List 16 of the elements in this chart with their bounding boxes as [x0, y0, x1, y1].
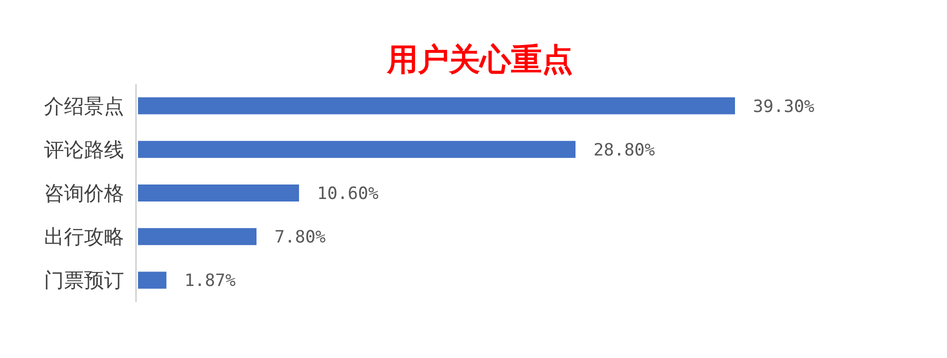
y-tick-label: 咨询价格: [44, 181, 124, 205]
y-tick-label: 介绍景点: [44, 94, 124, 118]
bar: [138, 184, 300, 202]
bar: [138, 272, 166, 289]
bar: [138, 140, 576, 158]
bar: [138, 97, 735, 114]
data-label: 7.80%: [274, 228, 326, 248]
bar: [138, 228, 256, 246]
y-tick-label: 门票预订: [44, 268, 124, 292]
data-label: 1.87%: [184, 271, 236, 292]
chart-title: 用户关心重点: [386, 42, 573, 78]
y-tick-label: 评论路线: [44, 137, 124, 162]
y-tick-label: 出行攻略: [44, 224, 124, 249]
data-label: 39.30%: [753, 96, 814, 117]
data-label: 28.80%: [593, 140, 655, 160]
data-label: 10.60%: [317, 184, 378, 204]
